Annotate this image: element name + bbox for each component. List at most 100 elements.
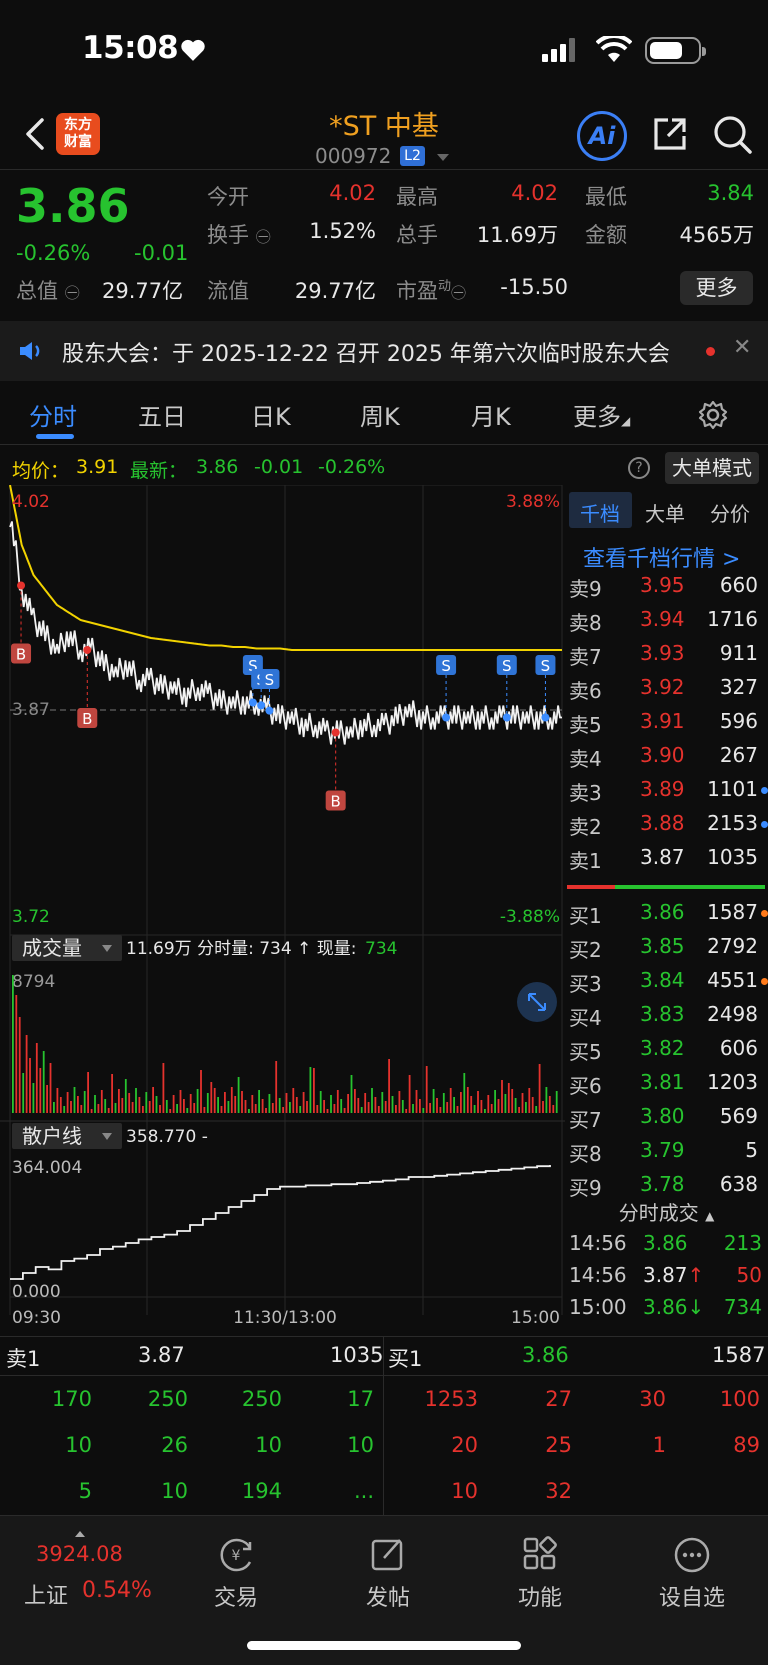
buy-marker[interactable] (11, 643, 32, 664)
level-price: 3.87 (640, 845, 685, 869)
ask-level[interactable]: 卖6 3.92 327 (565, 675, 768, 709)
order-dot (761, 821, 768, 828)
tab-more[interactable]: 更多◢ (573, 403, 631, 431)
battery-icon (645, 37, 706, 64)
ask-level[interactable]: 卖8 3.94 1716 (565, 607, 768, 641)
info-icon[interactable]: ㊀ (255, 228, 271, 246)
tab-five-day[interactable]: 五日 (138, 403, 186, 431)
bid-level[interactable]: 买2 3.85 2792 (565, 934, 768, 968)
level-volume: 2498 (707, 1002, 758, 1026)
help-icon[interactable]: ? (628, 457, 650, 479)
buy-marker[interactable] (77, 708, 98, 728)
volume-bar (230, 1087, 233, 1113)
more-button[interactable]: 更多 (680, 271, 753, 305)
ask-level[interactable]: 卖7 3.93 911 (565, 641, 768, 675)
ask-level[interactable]: 卖5 3.91 596 (565, 709, 768, 743)
volume-bar (179, 1090, 182, 1113)
ask-level[interactable]: 卖1 3.87 1035 (565, 845, 768, 879)
chevron-down-icon[interactable] (437, 154, 449, 161)
volume-selector[interactable] (12, 935, 122, 961)
tab-price-dist[interactable]: 分价 (710, 502, 750, 526)
bid-level[interactable]: 买8 3.79 5 (565, 1138, 768, 1172)
buy-point (331, 728, 340, 737)
sell-point (248, 698, 257, 707)
volume-bar (514, 1098, 517, 1113)
close-icon[interactable]: ✕ (733, 335, 752, 360)
ask-level[interactable]: 卖3 3.89 1101 (565, 777, 768, 811)
tab-daily-k[interactable]: 日K (251, 403, 291, 431)
volume-bar (248, 1109, 250, 1113)
sell-point (265, 706, 274, 715)
tab-more-label: 更多 (573, 403, 621, 431)
volume-bar (162, 1063, 165, 1113)
sell-marker[interactable] (436, 655, 457, 675)
level-label: 买6 (569, 1074, 602, 1098)
volume-bar (104, 1099, 107, 1113)
gear-icon[interactable] (697, 399, 729, 431)
index-value[interactable]: 3924.08 (36, 1542, 123, 1566)
share-icon[interactable] (650, 114, 690, 154)
tab-intraday[interactable]: 分时 (29, 403, 77, 431)
volume-bar (319, 1091, 322, 1113)
stock-code[interactable]: 000972 (315, 144, 392, 168)
volume-bar (504, 1094, 507, 1113)
bid-level[interactable]: 买4 3.83 2498 (565, 1002, 768, 1036)
notice-banner[interactable]: 股东大会：于 2025-12-22 召开 2025 年第六次临时股东大会 ✕ (0, 321, 768, 381)
volume-bar (360, 1107, 363, 1113)
volume-bar (12, 975, 14, 1113)
sell-marker[interactable] (535, 655, 556, 675)
bid-queue-cell: 30 (639, 1387, 666, 1411)
volume-bar (453, 1097, 455, 1113)
level-volume: 660 (719, 573, 758, 597)
volume-bar (159, 1105, 161, 1113)
bid-level[interactable]: 买6 3.81 1203 (565, 1070, 768, 1104)
level-price: 3.92 (640, 675, 685, 699)
buy-marker[interactable] (325, 790, 346, 811)
info-icon[interactable]: ㊀ (451, 284, 467, 302)
sell-marker-label: S (441, 657, 451, 675)
volume-bar (395, 1105, 397, 1113)
home-indicator[interactable] (247, 1641, 521, 1650)
level-price: 3.84 (640, 968, 685, 992)
retail-selector[interactable] (12, 1123, 122, 1149)
search-icon[interactable] (712, 114, 754, 156)
ask-level[interactable]: 卖4 3.90 267 (565, 743, 768, 777)
bid-level[interactable]: 买5 3.82 606 (565, 1036, 768, 1070)
volume-bar (408, 1075, 411, 1113)
tab-monthly-k[interactable]: 月K (471, 403, 511, 431)
sell-marker[interactable] (496, 655, 517, 675)
depth-quote-link[interactable]: 查看千档行情 > (583, 547, 741, 572)
level-label: 买7 (569, 1108, 602, 1132)
bid-level[interactable]: 买9 3.78 638 (565, 1172, 768, 1206)
bid-level[interactable]: 买1 3.86 1587 (565, 900, 768, 934)
buy-marker-label: B (331, 793, 341, 811)
ask-level[interactable]: 卖9 3.95 660 (565, 573, 768, 607)
ticks-header[interactable]: 分时成交 ▲ (565, 1197, 768, 1231)
info-icon[interactable]: ㊀ (64, 284, 80, 302)
tick-time: 15:00 (569, 1295, 627, 1319)
pe-value: -15.50 (500, 275, 568, 299)
ask-level[interactable]: 卖2 3.88 2153 (565, 811, 768, 845)
volume-bar (538, 1064, 541, 1113)
bid-level[interactable]: 买7 3.80 569 (565, 1104, 768, 1138)
volume-bar (415, 1090, 418, 1113)
big-order-mode-button[interactable]: 大单模式 (665, 452, 759, 484)
volume-bar (439, 1107, 442, 1113)
expand-arrows (528, 993, 546, 1011)
tab-big-orders[interactable]: 大单 (645, 502, 685, 526)
volume-bar (412, 1104, 414, 1113)
bid-level[interactable]: 买3 3.84 4551 (565, 968, 768, 1002)
heart-icon (181, 39, 205, 61)
tick-price: 3.86 (643, 1231, 688, 1255)
ai-button[interactable]: Ai (577, 111, 627, 161)
sell-marker[interactable] (259, 669, 280, 689)
last-price: 3.86 (16, 179, 130, 233)
tab-weekly-k[interactable]: 周K (360, 403, 400, 431)
index-percent[interactable]: 0.54% (82, 1578, 152, 1603)
back-icon[interactable] (22, 116, 48, 152)
intraday-chart[interactable]: BBBSSSSSS 4.02 3.87 3.72 3.88% -3.88% 成交… (0, 485, 565, 1335)
index-name[interactable]: 上证 (24, 1584, 69, 1609)
volume-now: 734 (365, 939, 397, 959)
volume-bar (224, 1092, 226, 1113)
tab-depth[interactable]: 千档 (580, 502, 620, 526)
